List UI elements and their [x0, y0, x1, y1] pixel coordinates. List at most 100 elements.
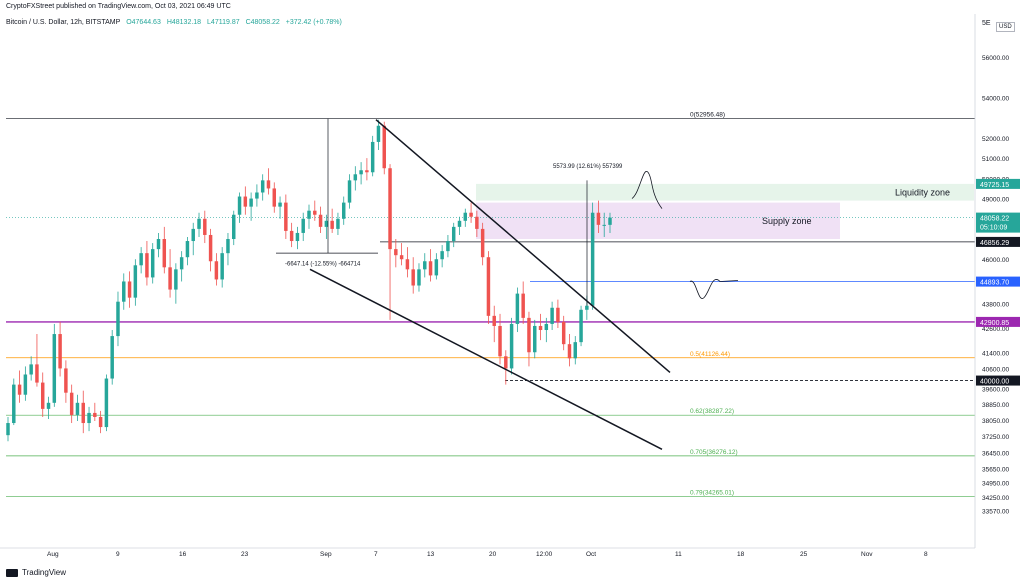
fib-level-label: 0.5(41126.44) — [690, 351, 730, 358]
price-axis-tick: 35650.00 — [982, 467, 1009, 474]
price-axis-tick: 52000.00 — [982, 136, 1009, 143]
price-axis-tick: 36450.00 — [982, 450, 1009, 457]
candle-body — [237, 196, 242, 215]
change-value: +372.42 (+0.78%) — [285, 19, 342, 26]
candle-body — [191, 228, 195, 242]
price-axis-tick: 34950.00 — [982, 481, 1009, 488]
candle-body — [446, 241, 450, 252]
candle-body — [46, 402, 51, 409]
time-axis-tick: 23 — [241, 551, 249, 558]
candle-body — [608, 217, 612, 225]
candle-body — [301, 218, 305, 233]
candle-body — [87, 412, 91, 424]
candle-body — [486, 257, 491, 316]
currency-top-label: 5E — [982, 20, 991, 27]
candle-body — [295, 232, 300, 242]
candle-body — [428, 261, 433, 276]
candle-body — [69, 392, 74, 415]
candle-body — [509, 323, 514, 369]
candle-body — [116, 301, 120, 337]
currency-badge[interactable]: USD — [996, 22, 1015, 32]
measure-down-label: -6647.14 (-12.55%) -664714 — [285, 261, 361, 267]
candle-body — [492, 315, 496, 326]
footer-brand: TradingView — [22, 568, 67, 577]
candle-body — [81, 402, 85, 424]
price-tag-value: 44893.70 — [980, 280, 1009, 287]
candle-body — [52, 334, 57, 403]
candle-body — [214, 261, 219, 280]
candle-body — [504, 356, 508, 369]
candle-body — [336, 218, 340, 229]
candle-body — [197, 218, 201, 229]
candle-body — [185, 241, 190, 258]
candle-body — [139, 253, 143, 266]
candle-body — [353, 174, 358, 181]
price-axis-tick: 43800.00 — [982, 302, 1009, 309]
candle-body — [220, 253, 224, 280]
price-axis-tick: 41400.00 — [982, 350, 1009, 357]
time-axis-tick: 9 — [116, 551, 120, 558]
time-axis-tick: 18 — [737, 551, 745, 558]
price-tag — [976, 178, 1020, 189]
candle-body — [208, 234, 213, 262]
fib-level-label: 0.705(36276.12) — [690, 449, 738, 456]
candle-body — [145, 253, 149, 278]
falling-wedge-lower-line — [309, 268, 663, 450]
published-text: CryptoFXStreet published on TradingView.… — [6, 3, 231, 10]
candle-body — [330, 220, 334, 229]
time-axis-tick: 20 — [489, 551, 497, 558]
price-axis-tick: 34250.00 — [982, 495, 1009, 502]
price-tag-value: 49725.15 — [980, 182, 1009, 189]
candle-body — [596, 212, 601, 225]
time-axis-tick: 16 — [179, 551, 187, 558]
price-tag-value: 42900.85 — [980, 320, 1009, 327]
candle-body — [179, 257, 184, 270]
price-tag — [976, 276, 1020, 287]
time-axis-tick: 11 — [675, 551, 682, 558]
candle-body — [284, 202, 288, 231]
high-value: H48132.18 — [166, 19, 202, 26]
projection-arrow-wave — [689, 279, 739, 299]
liquidity-zone — [476, 183, 974, 201]
open-value: O47644.63 — [126, 19, 161, 26]
candle-body — [278, 202, 282, 207]
candle-body — [469, 212, 473, 217]
candle-body — [156, 239, 161, 250]
supply-zone-label: Supply zone — [762, 216, 812, 226]
candle-body — [440, 251, 444, 260]
candle-body — [243, 196, 248, 207]
price-tag-value: 46856.29 — [980, 240, 1009, 247]
time-axis-tick: Oct — [586, 551, 596, 558]
candle-body — [150, 249, 155, 278]
candle-body — [168, 267, 172, 290]
candle-body — [399, 255, 404, 260]
time-axis-tick: 12:00 — [536, 551, 553, 558]
liquidity-zone-label: Liquidity zone — [895, 187, 950, 197]
candle-body — [75, 402, 80, 415]
candle-body — [122, 281, 126, 302]
price-axis-tick: 42600.00 — [982, 326, 1009, 333]
price-axis-tick: 46000.00 — [982, 257, 1009, 264]
candle-body — [64, 368, 68, 393]
candle-body — [255, 192, 259, 199]
candle-body — [40, 382, 45, 409]
candle-body — [6, 423, 10, 436]
price-tag-countdown: 05:10:09 — [980, 225, 1007, 232]
price-tag-value: 48058.22 — [980, 216, 1009, 223]
candle-body — [602, 224, 606, 226]
candle-body — [527, 317, 531, 353]
candle-body — [29, 364, 33, 375]
candle-body — [347, 180, 352, 203]
candle-body — [23, 374, 28, 395]
price-axis-tick: 33570.00 — [982, 509, 1009, 516]
candle-body — [341, 202, 346, 219]
price-tag — [976, 212, 1020, 233]
candle-body — [573, 342, 578, 359]
time-axis-tick: 8 — [924, 551, 928, 558]
price-axis-tick: 38850.00 — [982, 402, 1009, 409]
candle-body — [538, 325, 543, 331]
candle-body — [174, 269, 178, 290]
candle-body — [359, 170, 363, 175]
candle-body — [370, 141, 375, 173]
